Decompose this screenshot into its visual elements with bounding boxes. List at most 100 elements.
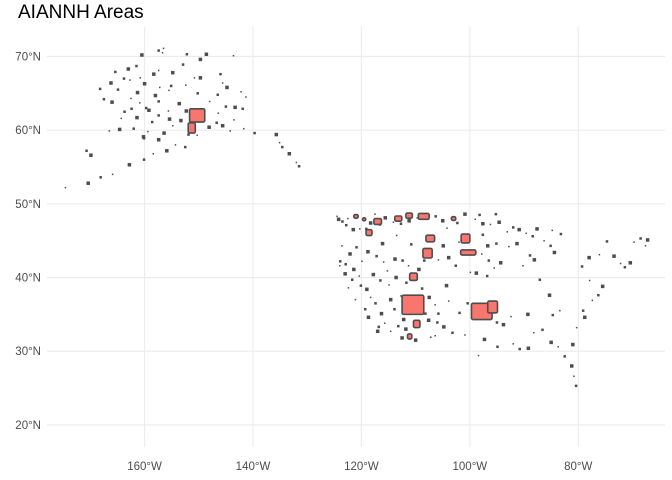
x-tick-label: 100°W	[453, 461, 488, 473]
area-conus	[434, 334, 436, 337]
area-alaska	[139, 77, 141, 79]
area-conus	[404, 327, 408, 331]
area-alaska	[198, 76, 203, 80]
area-alaska	[243, 127, 245, 130]
area-conus	[380, 241, 385, 246]
area-alaska	[141, 135, 146, 139]
area-alaska	[138, 102, 141, 104]
x-tick-label: 120°W	[344, 461, 379, 473]
area-conus	[440, 219, 445, 223]
area-conus	[368, 221, 373, 225]
area-conus	[575, 326, 578, 329]
area-conus	[528, 254, 532, 257]
page-title: AIANNH Areas	[18, 2, 144, 23]
area-conus	[612, 254, 616, 258]
area-conus	[493, 267, 495, 269]
area-conus	[511, 226, 515, 229]
area-alaska	[207, 125, 211, 129]
area-conus	[597, 293, 600, 297]
area-alaska	[130, 97, 132, 100]
area-alaska	[174, 144, 177, 146]
area-alaska	[179, 118, 183, 123]
area-conus	[573, 375, 575, 378]
area-alaska	[123, 110, 126, 113]
area-conus	[549, 340, 553, 345]
area-highlighted	[365, 228, 373, 237]
area-conus	[533, 332, 535, 334]
area-alaska	[281, 145, 284, 149]
area-conus	[347, 217, 349, 220]
area-conus	[512, 343, 514, 345]
area-conus	[464, 334, 466, 336]
area-conus	[336, 215, 338, 218]
area-conus	[354, 298, 357, 301]
area-highlighted	[412, 319, 421, 329]
area-conus	[451, 331, 454, 335]
area-alaska	[181, 63, 185, 66]
area-highlighted	[187, 121, 197, 134]
area-alaska	[108, 130, 111, 132]
area-conus	[580, 265, 584, 268]
area-highlighted	[188, 107, 206, 123]
area-alaska	[253, 131, 256, 135]
area-conus	[587, 255, 591, 260]
area-alaska	[224, 105, 228, 108]
area-conus	[552, 250, 557, 255]
area-conus	[495, 242, 498, 245]
area-conus	[424, 312, 427, 315]
area-alaska	[98, 87, 102, 91]
area-conus	[628, 261, 633, 265]
area-conus	[383, 322, 386, 324]
area-conus	[363, 307, 367, 311]
area-conus	[481, 233, 485, 237]
area-alaska	[240, 91, 242, 93]
area-alaska	[132, 127, 135, 130]
area-conus	[436, 321, 439, 324]
area-conus	[369, 296, 372, 299]
area-conus	[497, 220, 501, 225]
area-alaska	[111, 173, 114, 176]
area-conus	[501, 322, 506, 327]
area-conus	[489, 223, 492, 226]
area-alaska	[116, 88, 120, 91]
area-alaska	[122, 77, 126, 80]
area-conus	[551, 229, 553, 232]
area-conus	[482, 337, 487, 342]
area-conus	[348, 252, 352, 256]
area-highlighted	[353, 213, 359, 220]
area-conus	[341, 220, 344, 223]
area-alaska	[135, 90, 140, 95]
area-alaska	[220, 123, 225, 128]
area-conus	[474, 271, 479, 275]
y-tick-label: 60°N	[15, 125, 41, 137]
area-alaska	[153, 93, 158, 98]
area-conus	[623, 265, 627, 269]
area-conus	[352, 267, 356, 272]
area-conus	[417, 267, 421, 272]
area-conus	[543, 239, 545, 242]
area-alaska	[126, 67, 131, 71]
area-alaska	[169, 84, 173, 88]
area-alaska	[278, 141, 281, 144]
area-conus	[557, 346, 559, 348]
area-alaska	[127, 163, 132, 167]
area-conus	[386, 270, 389, 272]
area-alaska	[204, 52, 209, 57]
area-conus	[633, 241, 635, 243]
area-alaska	[295, 161, 298, 164]
area-alaska	[147, 108, 151, 113]
area-alaska	[147, 130, 149, 133]
area-highlighted	[450, 215, 457, 222]
area-conus	[366, 315, 371, 320]
area-conus	[458, 311, 461, 315]
area-highlighted	[486, 300, 499, 314]
area-conus	[531, 235, 534, 238]
area-alaska	[177, 101, 182, 106]
area-conus	[526, 346, 531, 351]
area-conus	[401, 259, 404, 262]
graticule	[47, 27, 665, 447]
area-conus	[344, 263, 347, 266]
area-conus	[532, 258, 537, 262]
area-alaska	[168, 89, 170, 92]
area-conus	[341, 245, 343, 247]
